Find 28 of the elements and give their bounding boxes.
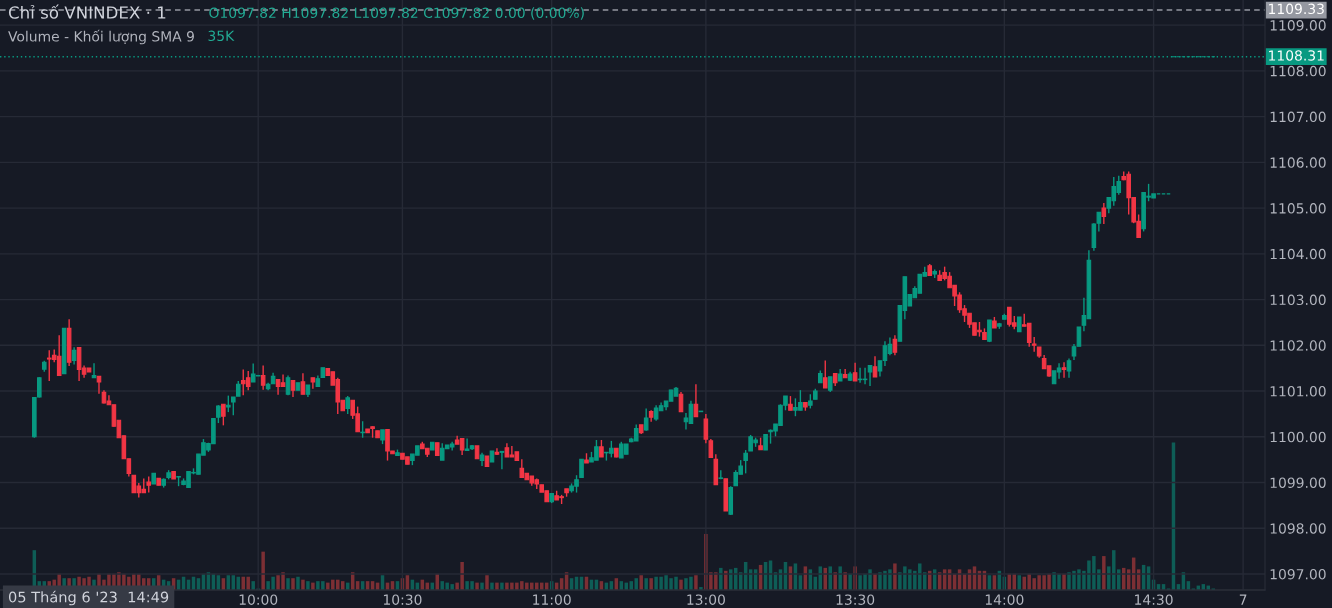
y-tick-label: 1098.00 [1270, 523, 1326, 534]
x-tick-label: 14:30 [1135, 594, 1173, 605]
annotation: Volume - Khối lượng SMA 9 [8, 29, 194, 45]
text: 05 Tháng 6 '23 14:49 [8, 590, 169, 606]
annotation: O1097.82 H1097.82 L1097.82 C1097.82 0.00 (0.00%) [209, 7, 584, 20]
chart-title: Chỉ số VNINDEX · 1 [8, 4, 166, 19]
y-tick-label: 1109.00 [1270, 20, 1326, 31]
x-tick-label: 10:00 [239, 594, 278, 605]
y-tick-label: 1104.00 [1270, 248, 1326, 260]
y-tick-label: 1102.00 [1270, 340, 1326, 351]
y-tick-label: 1097.00 [1270, 568, 1326, 580]
x-tick-label: 13:30 [836, 594, 875, 605]
x-tick-label: 14:00 [985, 594, 1024, 605]
x-tick-label: 11:00 [533, 594, 571, 605]
y-tick-label: 1106.00 [1270, 157, 1326, 168]
ref-line-label: 1109.33 [1269, 3, 1324, 15]
y-tick-label: 1107.00 [1270, 111, 1326, 123]
y-tick-label: 1103.00 [1270, 294, 1326, 306]
x-tick-label: 10:30 [383, 594, 422, 605]
y-tick-label: 1105.00 [1270, 203, 1326, 214]
x-tick-label: 7 [1239, 594, 1247, 605]
ref-line-label: 1108.31 [1269, 50, 1324, 61]
x-tick-label: 13:00 [687, 594, 725, 605]
y-tick-label: 1108.00 [1270, 65, 1326, 77]
y-tick-label: 1099.00 [1270, 477, 1326, 488]
y-tick-label: 1101.00 [1270, 386, 1326, 397]
annotation: 35K [208, 30, 235, 42]
y-tick-label: 1100.00 [1270, 431, 1326, 443]
